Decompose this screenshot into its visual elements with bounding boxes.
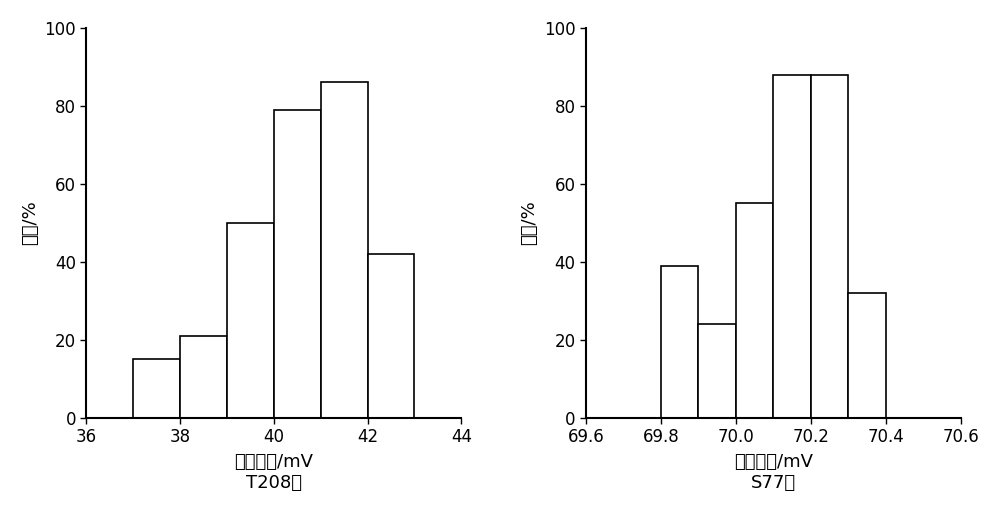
Bar: [811, 75, 848, 418]
Bar: [274, 110, 321, 418]
Bar: [848, 293, 886, 418]
Bar: [661, 266, 698, 418]
Bar: [773, 75, 811, 418]
Bar: [133, 360, 180, 418]
Y-axis label: 频率/%: 频率/%: [520, 201, 538, 245]
Bar: [368, 254, 414, 418]
Bar: [321, 83, 368, 418]
Bar: [736, 204, 773, 418]
Bar: [227, 223, 274, 418]
Bar: [698, 324, 736, 418]
Bar: [180, 336, 227, 418]
Y-axis label: 频率/%: 频率/%: [21, 201, 39, 245]
X-axis label: 自然电位/mV
T208井: 自然电位/mV T208井: [234, 453, 313, 492]
X-axis label: 自然电位/mV
S77井: 自然电位/mV S77井: [734, 453, 813, 492]
